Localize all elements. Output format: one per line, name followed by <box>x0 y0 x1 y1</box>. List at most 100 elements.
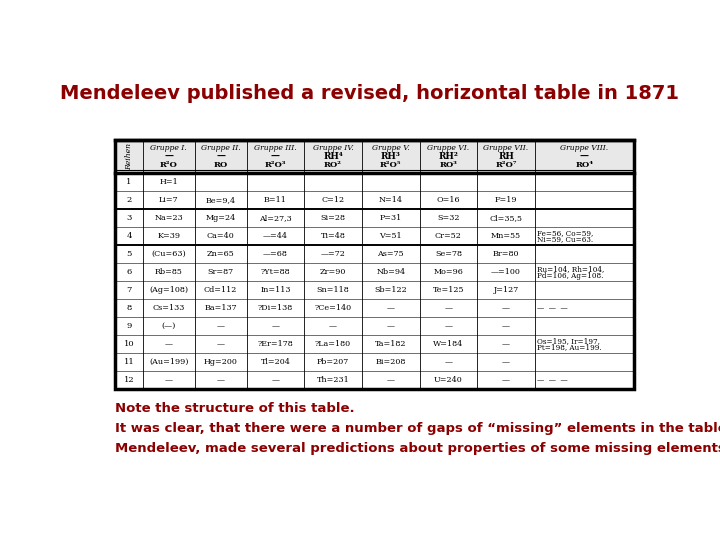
Text: —: — <box>271 376 279 384</box>
Text: 9: 9 <box>126 322 132 330</box>
Text: Mn=55: Mn=55 <box>491 232 521 240</box>
Text: Gruppe VIII.: Gruppe VIII. <box>560 144 608 152</box>
Text: Na=23: Na=23 <box>154 214 183 222</box>
Text: Zr=90: Zr=90 <box>320 268 346 276</box>
Text: ?Yt=88: ?Yt=88 <box>261 268 290 276</box>
Text: Gruppe VII.: Gruppe VII. <box>484 144 528 152</box>
Text: Pt=198, Au=199.: Pt=198, Au=199. <box>536 343 601 352</box>
Text: Si=28: Si=28 <box>320 214 346 222</box>
Text: Ba=137: Ba=137 <box>204 304 237 312</box>
Text: Cd=112: Cd=112 <box>204 286 238 294</box>
Text: —: — <box>271 322 279 330</box>
Text: —: — <box>502 322 510 330</box>
Text: —: — <box>502 304 510 312</box>
Text: —: — <box>165 376 173 384</box>
Text: —: — <box>217 340 225 348</box>
Text: Li=7: Li=7 <box>159 197 179 204</box>
Text: R²O⁵: R²O⁵ <box>380 161 402 169</box>
Text: Pb=207: Pb=207 <box>317 358 349 366</box>
Text: In=113: In=113 <box>260 286 291 294</box>
Text: Bi=208: Bi=208 <box>376 358 406 366</box>
Text: RO³: RO³ <box>439 161 457 169</box>
Text: —: — <box>387 304 395 312</box>
Text: Mendeleev published a revised, horizontal table in 1871: Mendeleev published a revised, horizonta… <box>60 84 678 103</box>
Text: 12: 12 <box>124 376 134 384</box>
Text: Be=9,4: Be=9,4 <box>206 197 235 204</box>
Text: —: — <box>444 304 452 312</box>
Text: RH⁴: RH⁴ <box>323 152 343 161</box>
Text: —: — <box>387 322 395 330</box>
Text: Gruppe IV.: Gruppe IV. <box>312 144 354 152</box>
Text: Mendeleev, made several predictions about properties of some missing elements.: Mendeleev, made several predictions abou… <box>115 442 720 455</box>
Text: ?Er=178: ?Er=178 <box>258 340 293 348</box>
Text: —  —  —: — — — <box>536 304 567 312</box>
Text: Zn=65: Zn=65 <box>207 250 235 258</box>
Text: —  —  —: — — — <box>536 376 567 384</box>
Text: R²O⁷: R²O⁷ <box>495 161 517 169</box>
Text: Ta=182: Ta=182 <box>375 340 407 348</box>
Text: 6: 6 <box>126 268 132 276</box>
Text: RO²: RO² <box>324 161 342 169</box>
Text: ?Di=138: ?Di=138 <box>258 304 293 312</box>
Text: Gruppe I.: Gruppe I. <box>150 144 187 152</box>
Text: J=127: J=127 <box>493 286 518 294</box>
Text: 11: 11 <box>124 358 135 366</box>
Text: Nb=94: Nb=94 <box>376 268 405 276</box>
Text: RO: RO <box>214 161 228 169</box>
Text: —: — <box>502 376 510 384</box>
Text: Th=231: Th=231 <box>317 376 349 384</box>
Text: —: — <box>329 322 337 330</box>
Text: Ni=59, Cu=63.: Ni=59, Cu=63. <box>536 235 593 244</box>
Text: Ti=48: Ti=48 <box>320 232 346 240</box>
Text: Ru=104, Rh=104,: Ru=104, Rh=104, <box>536 265 604 273</box>
Text: K=39: K=39 <box>157 232 180 240</box>
Text: ?La=180: ?La=180 <box>315 340 351 348</box>
Text: Gruppe III.: Gruppe III. <box>254 144 297 152</box>
Text: Fe=56, Co=59,: Fe=56, Co=59, <box>536 229 593 237</box>
Text: Hg=200: Hg=200 <box>204 358 238 366</box>
Text: —: — <box>444 322 452 330</box>
Text: Mo=96: Mo=96 <box>433 268 464 276</box>
Text: 10: 10 <box>124 340 134 348</box>
Text: C=12: C=12 <box>322 197 345 204</box>
Text: 3: 3 <box>126 214 132 222</box>
Text: (Ag=108): (Ag=108) <box>149 286 189 294</box>
Text: Reihen: Reihen <box>125 143 133 170</box>
Text: Note the structure of this table.: Note the structure of this table. <box>115 402 355 415</box>
Text: (Cu=63): (Cu=63) <box>151 250 186 258</box>
Text: —: — <box>444 358 452 366</box>
Text: Gruppe V.: Gruppe V. <box>372 144 410 152</box>
Text: 8: 8 <box>126 304 132 312</box>
Text: —=68: —=68 <box>263 250 288 258</box>
Text: V=51: V=51 <box>379 232 402 240</box>
Text: Rb=85: Rb=85 <box>155 268 183 276</box>
Text: RH: RH <box>498 152 514 161</box>
Text: —: — <box>165 340 173 348</box>
Text: It was clear, that there were a number of gaps of “missing” elements in the tabl: It was clear, that there were a number o… <box>115 422 720 435</box>
Text: Cr=52: Cr=52 <box>435 232 462 240</box>
Text: Al=27,3: Al=27,3 <box>259 214 292 222</box>
Text: As=75: As=75 <box>377 250 404 258</box>
Text: F=19: F=19 <box>495 197 517 204</box>
Text: Cs=133: Cs=133 <box>153 304 185 312</box>
Text: R²O: R²O <box>160 161 178 169</box>
Text: B=11: B=11 <box>264 197 287 204</box>
Text: U=240: U=240 <box>434 376 463 384</box>
Text: (Au=199): (Au=199) <box>149 358 189 366</box>
Text: —: — <box>271 152 280 161</box>
Text: —=44: —=44 <box>263 232 288 240</box>
Text: —: — <box>502 340 510 348</box>
Text: RH³: RH³ <box>381 152 400 161</box>
Text: —: — <box>217 376 225 384</box>
Text: —: — <box>164 152 174 161</box>
Text: —=72: —=72 <box>320 250 346 258</box>
Text: 5: 5 <box>126 250 132 258</box>
Text: Sr=87: Sr=87 <box>207 268 234 276</box>
Text: S=32: S=32 <box>437 214 459 222</box>
Text: Gruppe VI.: Gruppe VI. <box>428 144 469 152</box>
Text: RO⁴: RO⁴ <box>575 161 593 169</box>
Text: 7: 7 <box>126 286 132 294</box>
Text: Gruppe II.: Gruppe II. <box>201 144 240 152</box>
Text: W=184: W=184 <box>433 340 464 348</box>
Text: Cl=35,5: Cl=35,5 <box>490 214 523 222</box>
